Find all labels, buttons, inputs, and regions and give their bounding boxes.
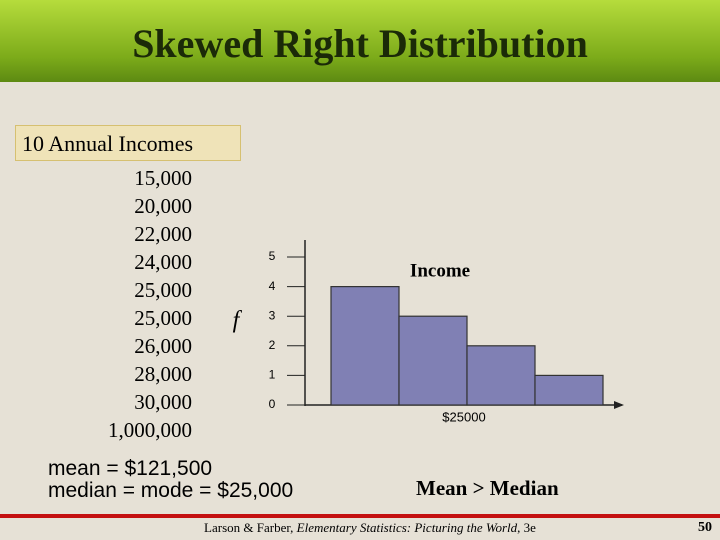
income-item: 1,000,000 (108, 418, 192, 442)
bar (466, 345, 536, 406)
y-tick-label: 3 (269, 308, 276, 322)
income-item: 22,000 (134, 222, 192, 246)
income-item: 24,000 (134, 250, 192, 274)
x-axis-label: $25000 (442, 409, 485, 424)
income-item: 28,000 (134, 362, 192, 386)
chart-title: Income (410, 260, 470, 281)
bar (534, 374, 604, 406)
income-item: 15,000 (134, 166, 192, 190)
axis-arrow (614, 401, 624, 409)
bar (398, 315, 468, 406)
income-item: 20,000 (134, 194, 192, 218)
y-tick-label: 4 (269, 279, 276, 293)
footer-line (0, 514, 720, 518)
summary-line: mean = $121,500 (48, 457, 213, 480)
title-band (0, 0, 720, 82)
authors: Larson & Farber, (204, 520, 294, 535)
income-list: 15,000 20,000 22,000 24,000 25,000 25,000 26,0… (108, 164, 192, 444)
list-heading: 10 Annual Incomes (15, 125, 241, 161)
footer-text: Larson & Farber, Elementary Statistics: … (0, 520, 720, 536)
income-item: 25,000 (134, 306, 192, 330)
edition: , 3e (517, 520, 536, 535)
y-tick-label: 1 (269, 368, 276, 382)
y-tick-label: 0 (269, 397, 276, 411)
slide-title: Skewed Right Distribution (132, 21, 588, 66)
y-axis-label: f (233, 308, 243, 334)
y-tick-label: 5 (269, 249, 276, 263)
page-number: 50 (698, 520, 712, 535)
book: Elementary Statistics: Picturing the Wor… (296, 520, 518, 535)
comparison: Mean > Median (416, 476, 559, 500)
income-item: 30,000 (134, 390, 192, 414)
summary: mean = $121,500 median = mode = $25,000 (48, 458, 293, 502)
income-item: 26,000 (134, 334, 192, 358)
y-tick-label: 2 (269, 338, 276, 352)
summary-line: median = mode = $25,000 (48, 479, 294, 502)
bar (330, 286, 400, 406)
income-item: 25,000 (134, 278, 192, 302)
